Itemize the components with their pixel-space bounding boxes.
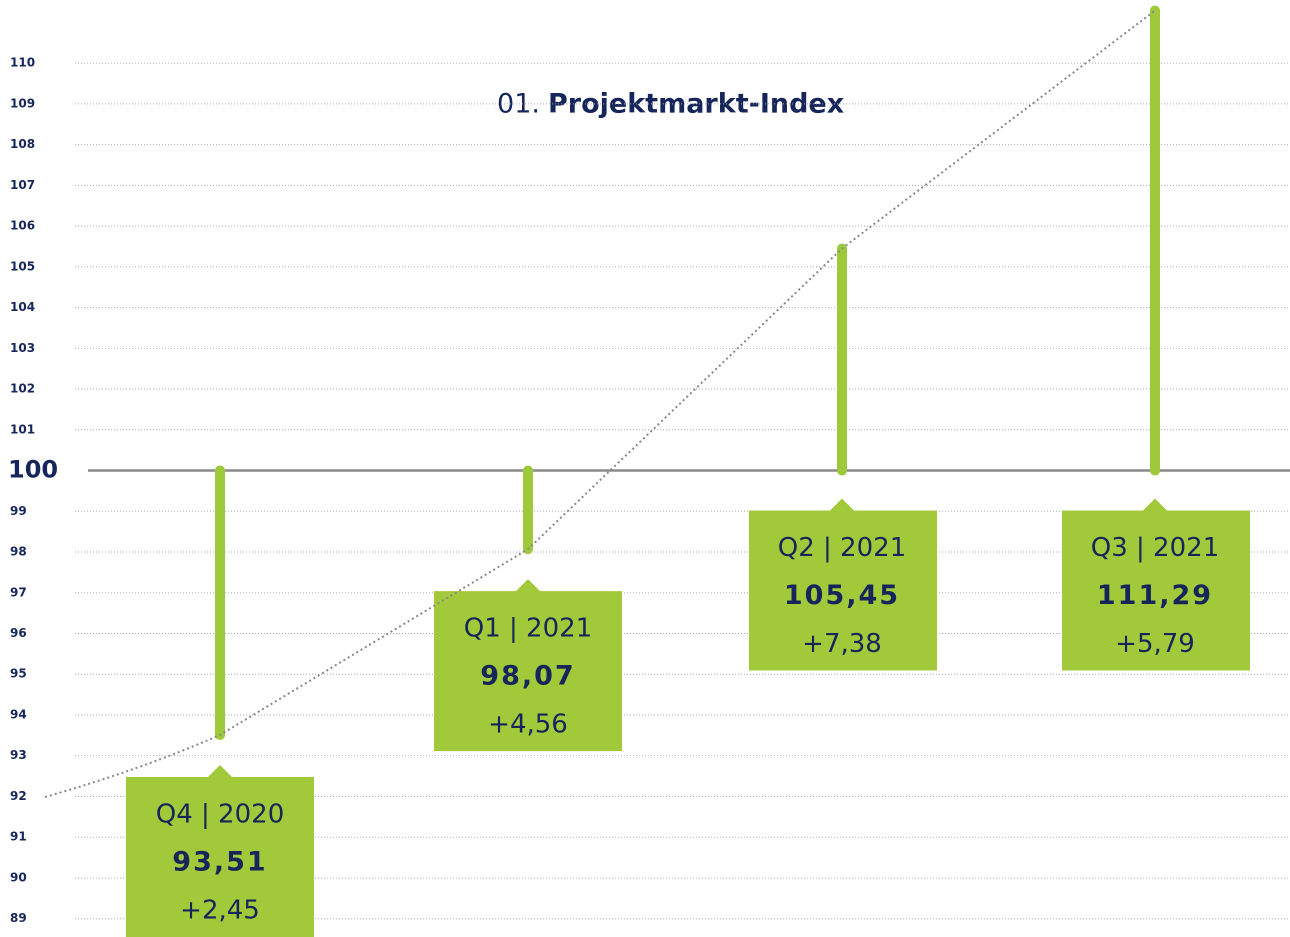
foreground: 89 90 91 92 93 94 95 96 97 98 99 100 101 102 103 104 105…: [8, 5, 1290, 937]
label-box: [126, 764, 314, 937]
category-label: Q2 | 2021: [778, 533, 906, 563]
y-tick-label: 104: [10, 300, 35, 314]
category-label: Q1 | 2021: [464, 614, 592, 644]
y-tick-label: 109: [10, 96, 35, 110]
y-tick-label: 89: [10, 911, 27, 925]
y-tick-label: 101: [10, 422, 35, 436]
change-label: +2,45: [180, 895, 260, 925]
y-tick-label: 96: [10, 626, 27, 640]
y-tick-label: 107: [10, 178, 35, 192]
y-tick-label: 103: [10, 341, 35, 355]
y-tick-label: 98: [10, 545, 27, 559]
value-label: 111,29: [1097, 580, 1213, 611]
y-tick-label: 95: [10, 667, 27, 681]
change-label: +5,79: [1115, 629, 1195, 659]
category-label: Q3 | 2021: [1091, 533, 1219, 563]
value-label: 93,51: [172, 846, 267, 877]
label-box: [749, 498, 937, 671]
y-tick-label: 99: [10, 504, 27, 518]
y-tick-label: 92: [10, 789, 27, 803]
y-tick-label: 106: [10, 219, 35, 233]
value-label: 105,45: [784, 580, 900, 611]
y-tick-label: 91: [10, 830, 27, 844]
y-tick-label: 97: [10, 585, 27, 599]
value-label: 98,07: [480, 661, 575, 692]
y-tick-label: 100: [8, 456, 58, 484]
label-box: [1062, 498, 1250, 671]
y-tick-label: 108: [10, 137, 35, 151]
label-box: [434, 579, 622, 752]
y-tick-label: 93: [10, 748, 27, 762]
y-tick-label: 94: [10, 707, 27, 721]
trend-line: [44, 9, 1156, 798]
chart-title-number: 01.: [497, 89, 540, 120]
y-tick-label: 105: [10, 259, 35, 273]
y-tick-label: 90: [10, 870, 27, 884]
y-tick-label: 102: [10, 382, 35, 396]
change-label: +7,38: [802, 629, 882, 659]
change-label: +4,56: [488, 710, 568, 740]
category-label: Q4 | 2020: [156, 799, 284, 829]
y-tick-label: 110: [10, 56, 35, 70]
